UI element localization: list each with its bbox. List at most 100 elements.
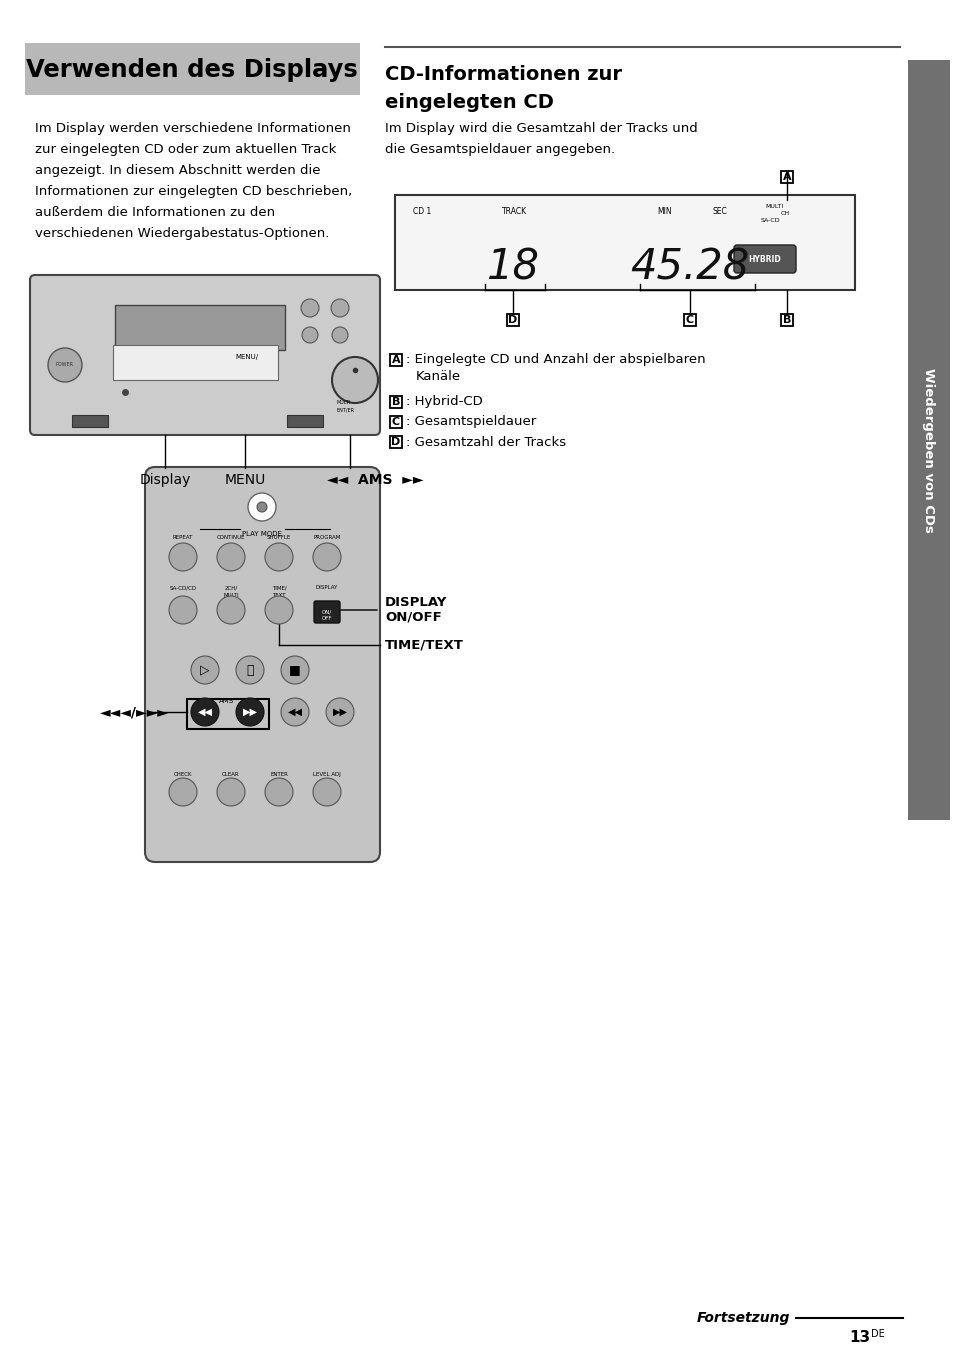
Text: MULTI: MULTI	[336, 399, 351, 404]
Text: D: D	[508, 315, 517, 324]
Bar	[390, 396, 401, 408]
Text: SA-CD/CD: SA-CD/CD	[170, 585, 196, 589]
Circle shape	[235, 656, 264, 684]
Circle shape	[169, 544, 196, 571]
Bar	[115, 306, 285, 350]
Text: TRACK: TRACK	[502, 207, 527, 216]
Circle shape	[281, 698, 309, 726]
Text: CHECK: CHECK	[173, 772, 193, 777]
Text: ■: ■	[289, 664, 300, 676]
Text: ▷: ▷	[200, 664, 210, 676]
Bar	[71, 415, 108, 427]
Text: A: A	[781, 172, 790, 183]
Text: ▶▶: ▶▶	[242, 707, 257, 717]
Text: B: B	[782, 315, 790, 324]
Circle shape	[169, 777, 196, 806]
Text: TIME/TEXT: TIME/TEXT	[385, 638, 463, 652]
Text: REPEAT: REPEAT	[172, 535, 193, 539]
Circle shape	[256, 502, 267, 512]
Text: SA-CD: SA-CD	[760, 218, 779, 223]
Text: Kanäle: Kanäle	[416, 370, 460, 384]
Text: eingelegten CD: eingelegten CD	[385, 93, 554, 112]
Text: ⏸: ⏸	[246, 664, 253, 676]
Bar	[390, 416, 401, 429]
Text: B: B	[392, 397, 399, 407]
Text: TIME/: TIME/	[272, 585, 286, 589]
Circle shape	[169, 596, 196, 625]
Text: CH: CH	[780, 211, 789, 216]
Text: Im Display werden verschiedene Informationen: Im Display werden verschiedene Informati…	[35, 122, 351, 135]
Text: MULTI: MULTI	[223, 594, 238, 598]
Bar	[390, 435, 401, 448]
Circle shape	[331, 299, 349, 316]
Bar	[781, 170, 792, 183]
Bar	[781, 314, 792, 326]
Text: zur eingelegten CD oder zum aktuellen Track: zur eingelegten CD oder zum aktuellen Tr…	[35, 143, 336, 155]
Text: Display: Display	[139, 473, 191, 487]
Circle shape	[191, 656, 219, 684]
Text: ◀◀: ◀◀	[197, 707, 213, 717]
Text: ENTER: ENTER	[270, 772, 288, 777]
Text: : Gesamtzahl der Tracks: : Gesamtzahl der Tracks	[406, 435, 565, 449]
Text: Wiedergeben von CDs: Wiedergeben von CDs	[922, 368, 935, 533]
Text: LEVEL ADJ: LEVEL ADJ	[313, 772, 340, 777]
Text: MULTI: MULTI	[765, 204, 783, 210]
Text: angezeigt. In diesem Abschnitt werden die: angezeigt. In diesem Abschnitt werden di…	[35, 164, 320, 177]
Text: ◄◄◄/►►►: ◄◄◄/►►►	[100, 704, 169, 719]
Text: AMS: AMS	[219, 698, 234, 704]
Text: Informationen zur eingelegten CD beschrieben,: Informationen zur eingelegten CD beschri…	[35, 185, 352, 197]
Circle shape	[248, 493, 275, 521]
Text: 13: 13	[848, 1330, 870, 1345]
Circle shape	[265, 596, 293, 625]
Text: SHUFFLE: SHUFFLE	[267, 535, 291, 539]
Circle shape	[191, 698, 219, 726]
Text: SEC: SEC	[712, 207, 726, 216]
FancyBboxPatch shape	[314, 602, 339, 623]
Text: : Eingelegte CD und Anzahl der abspielbaren: : Eingelegte CD und Anzahl der abspielba…	[406, 353, 705, 366]
Text: ▶▶: ▶▶	[333, 707, 347, 717]
Circle shape	[216, 544, 245, 571]
Text: ENT/ER: ENT/ER	[336, 407, 355, 412]
Text: MIN: MIN	[657, 207, 672, 216]
Text: CD-Informationen zur: CD-Informationen zur	[385, 65, 621, 84]
Text: ON/: ON/	[321, 610, 332, 615]
Text: PROGRAM: PROGRAM	[313, 535, 340, 539]
Text: 45.28: 45.28	[630, 246, 749, 288]
Text: TEXT: TEXT	[272, 594, 286, 598]
Text: verschiedenen Wiedergabestatus-Optionen.: verschiedenen Wiedergabestatus-Optionen.	[35, 227, 329, 241]
Bar	[187, 699, 269, 729]
Text: CD 1: CD 1	[413, 207, 431, 216]
Text: MENU/: MENU/	[234, 354, 258, 360]
Bar	[683, 314, 696, 326]
Circle shape	[281, 656, 309, 684]
Text: D: D	[391, 437, 400, 448]
Circle shape	[48, 347, 82, 383]
Text: C: C	[685, 315, 694, 324]
Text: DE: DE	[870, 1329, 884, 1338]
Text: HYBRID: HYBRID	[748, 254, 781, 264]
Text: POWER: POWER	[56, 362, 74, 368]
Bar	[395, 195, 854, 289]
Text: außerdem die Informationen zu den: außerdem die Informationen zu den	[35, 206, 274, 219]
Circle shape	[265, 544, 293, 571]
Circle shape	[301, 299, 318, 316]
Text: : Gesamtspieldauer: : Gesamtspieldauer	[406, 415, 536, 429]
FancyBboxPatch shape	[733, 245, 795, 273]
Text: A: A	[392, 356, 400, 365]
FancyBboxPatch shape	[30, 274, 379, 435]
Circle shape	[216, 596, 245, 625]
Text: Fortsetzung: Fortsetzung	[696, 1311, 789, 1325]
Text: Im Display wird die Gesamtzahl der Tracks und: Im Display wird die Gesamtzahl der Track…	[385, 122, 697, 135]
Text: Verwenden des Displays: Verwenden des Displays	[26, 58, 357, 82]
Text: : Hybrid-CD: : Hybrid-CD	[406, 396, 482, 408]
Circle shape	[326, 698, 354, 726]
Text: C: C	[392, 416, 399, 427]
Text: 18: 18	[486, 246, 539, 288]
Bar	[25, 43, 359, 95]
Circle shape	[235, 698, 264, 726]
Bar	[112, 345, 277, 380]
Text: PLAY MODE: PLAY MODE	[242, 531, 282, 537]
Circle shape	[332, 357, 377, 403]
Text: ◀◀: ◀◀	[287, 707, 302, 717]
Text: 2CH/: 2CH/	[224, 585, 237, 589]
